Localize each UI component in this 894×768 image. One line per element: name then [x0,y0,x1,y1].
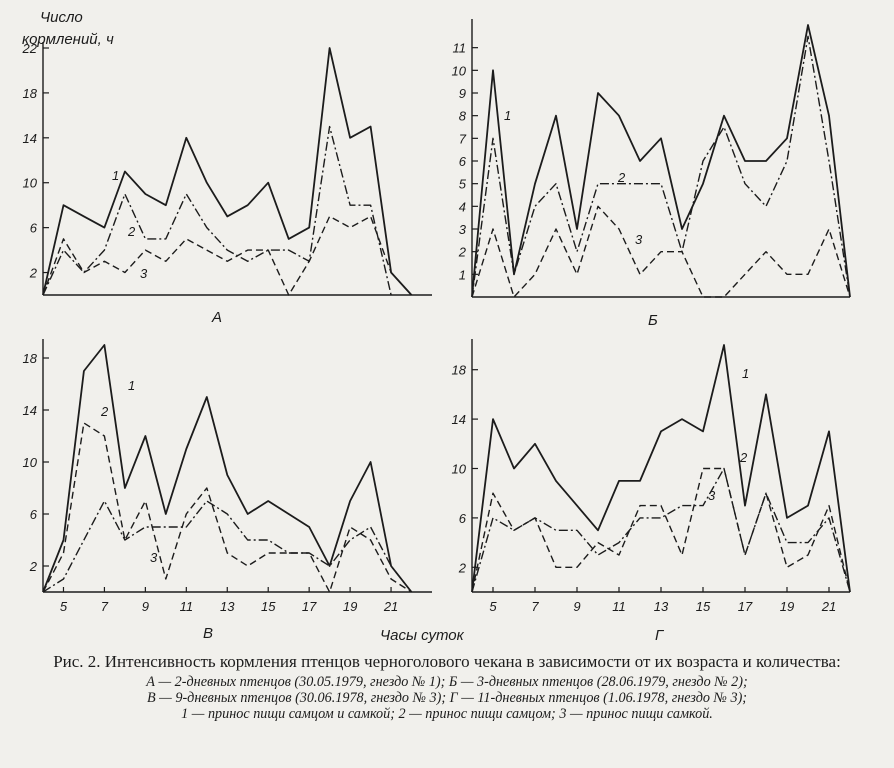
y-axis-label-line2: кормлений, ч [22,31,114,48]
y-tick-label: 2 [458,245,467,260]
y-tick-label: 7 [459,131,467,146]
x-tick-label: 19 [343,599,357,614]
x-tick-label: 21 [821,599,836,614]
series-line-3 [471,205,851,298]
y-tick-label: 9 [459,86,466,101]
series-line-3 [42,215,413,296]
x-axis-label: Часы суток [380,627,465,644]
y-tick-label: 10 [23,176,38,191]
figure-caption: Рис. 2. Интенсивность кормления птенцов … [0,652,894,722]
x-tick-label: 13 [654,599,669,614]
series-label-3: 3 [635,232,643,247]
series-line-2 [42,125,392,296]
y-tick-label: 10 [452,63,467,78]
x-tick-label: 13 [220,599,235,614]
panel-label: А [211,309,222,326]
caption-line-2: В — 9-дневных птенцов (30.06.1978, гнезд… [146,690,748,706]
y-tick-label: 18 [452,363,467,378]
x-tick-label: 17 [738,599,753,614]
y-tick-label: 2 [29,266,38,281]
x-tick-label: 11 [180,599,194,614]
x-tick-label: 11 [612,599,626,614]
series-line-1 [471,24,851,298]
y-tick-label: 6 [30,221,38,236]
series-label-1: 1 [112,168,119,183]
series-label-2: 2 [739,450,748,465]
y-tick-label: 8 [459,109,467,124]
y-tick-label: 3 [459,222,467,237]
x-tick-label: 5 [489,599,497,614]
y-tick-label: 6 [30,507,38,522]
y-tick-label: 22 [22,41,38,56]
y-tick-label: 10 [23,455,38,470]
series-line-3 [471,467,851,593]
series-label-3: 3 [140,266,148,281]
series-label-2: 2 [127,224,136,239]
series-line-2 [42,500,413,593]
x-tick-label: 9 [142,599,149,614]
y-tick-label: 14 [452,412,466,427]
x-tick-label: 21 [383,599,398,614]
x-tick-label: 5 [60,599,68,614]
y-tick-label: 14 [23,403,37,418]
series-line-1 [471,344,851,593]
y-tick-label: 6 [459,511,467,526]
x-tick-label: 17 [302,599,317,614]
y-tick-label: 2 [29,559,38,574]
series-label-3: 3 [150,550,158,565]
series-label-2: 2 [100,404,109,419]
series-label-1: 1 [128,378,135,393]
series-line-1 [42,47,413,296]
x-tick-label: 7 [101,599,109,614]
y-tick-label: 5 [459,177,467,192]
series-label-3: 3 [708,488,716,503]
chart-panel: 2 6 10 14 18 22 1 2 3 А [22,41,432,326]
y-tick-label: 6 [459,154,467,169]
y-tick-label: 18 [23,351,38,366]
y-tick-label: 4 [459,199,466,214]
y-tick-label: 1 [459,267,466,282]
caption-line-3: 1 — принос пищи самцом и самкой; 2 — при… [181,706,713,722]
series-label-2: 2 [617,170,626,185]
y-tick-label: 2 [458,560,467,575]
series-line-2 [471,467,851,593]
y-tick-label: 10 [452,462,467,477]
series-label-1: 1 [504,108,511,123]
x-tick-label: 19 [780,599,794,614]
series-line-2 [471,35,851,298]
y-tick-label: 14 [23,131,37,146]
chart-panels: 2610141822123А1234567891011123Б261014185… [22,19,851,644]
series-line-3 [42,422,412,593]
y-tick-label: 11 [453,41,467,56]
x-tick-label: 9 [573,599,580,614]
y-tick-label: 18 [23,86,38,101]
x-tick-label: 15 [696,599,711,614]
x-tick-label: 7 [531,599,539,614]
panel-label: Г [655,627,665,644]
y-axis-label-line1: Число [40,9,83,26]
x-tick-label: 15 [261,599,276,614]
series-label-1: 1 [742,366,749,381]
series-line-1 [42,344,413,593]
panel-label: В [203,625,213,642]
caption-title: Рис. 2. Интенсивность кормления птенцов … [53,652,841,671]
panel-label: Б [648,312,658,329]
figure-canvas: Число кормлений, ч Часы суток 2610141822… [22,9,851,644]
caption-line-1: А — 2-дневных птенцов (30.05.1979, гнезд… [146,674,748,690]
